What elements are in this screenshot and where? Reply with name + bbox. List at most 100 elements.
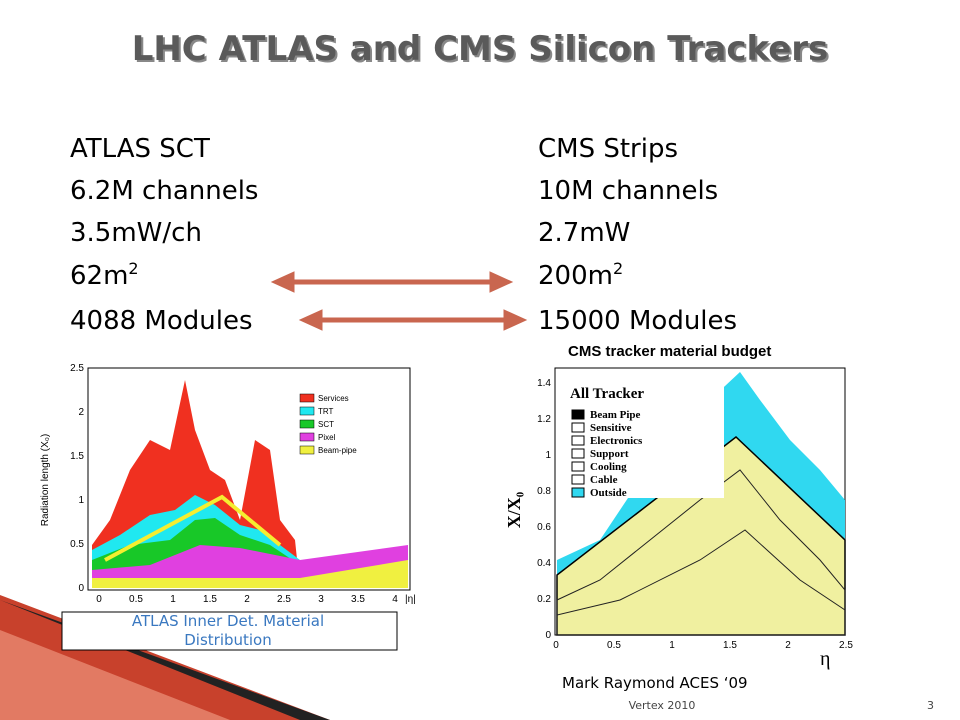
text: 10M channels (538, 176, 718, 206)
y-tick-label: 0 (78, 583, 84, 594)
legend-label: Outside (590, 487, 627, 499)
y-tick-label: 0.8 (537, 486, 551, 497)
legend-label: SCT (318, 420, 334, 429)
text: 4088 Modules (70, 306, 253, 336)
x-tick-label: 1 (669, 640, 675, 651)
y-tick-label: 1 (78, 495, 84, 506)
x-tick-label: 4 (392, 594, 398, 605)
x-tick-label: 2.5 (277, 594, 291, 605)
legend-swatch (571, 487, 585, 498)
arrows (270, 271, 528, 331)
superscript: 2 (613, 259, 623, 278)
x-tick-label: 1 (170, 594, 176, 605)
legend-swatch (571, 409, 585, 420)
x-tick-label: 2 (785, 640, 791, 651)
x-tick-label: 0.5 (129, 594, 143, 605)
bullet-text: 4088 Modules (70, 306, 253, 336)
bullet-text: 2.7mW (538, 218, 630, 248)
y-tick-label: 1.5 (70, 451, 84, 462)
legend-label: TRT (318, 407, 334, 416)
y-tick-label: 0.5 (70, 539, 84, 550)
text: 2.7mW (538, 218, 630, 248)
legend-label: Beam Pipe (590, 409, 641, 421)
legend-swatch (571, 474, 585, 485)
legend-label: Services (318, 394, 349, 403)
legend-swatch (571, 422, 585, 433)
trend-line (104, 494, 282, 562)
area (556, 529, 846, 636)
legend-box (564, 378, 724, 498)
panel-label: All Tracker (570, 386, 644, 402)
title-shadow: LHC ATLAS and CMS Silicon Trackers (134, 31, 831, 71)
plot-axes (87, 367, 411, 591)
x-label: η (820, 648, 830, 670)
legend-swatch (299, 432, 315, 442)
y-tick-label: 0.4 (537, 558, 551, 569)
y-tick-label: 0.6 (537, 522, 551, 533)
arrow-head (270, 271, 295, 293)
plot-title: CMS tracker material budget (568, 343, 771, 360)
bullet-text: 3.5mW/ch (70, 218, 202, 248)
legend-label: Support (590, 448, 629, 460)
legend-swatch (299, 419, 315, 429)
x-tick-label: 0.5 (607, 640, 621, 651)
legend-swatch (571, 435, 585, 446)
text: ATLAS SCT (70, 134, 210, 164)
caption: ATLAS Inner Det. Material (132, 612, 324, 630)
x-tick-label: 3.5 (351, 594, 365, 605)
page-number: 3 (927, 699, 934, 712)
x-tick-label: 2.5 (839, 640, 853, 651)
text: 200m (538, 261, 613, 291)
area (556, 469, 846, 636)
y-tick-label: 2.5 (70, 363, 84, 374)
y-tick-label: 2 (78, 407, 84, 418)
arrow-head (489, 271, 514, 293)
x-tick-label: 3 (318, 594, 324, 605)
arrow-head (503, 309, 528, 331)
text: 6.2M channels (70, 176, 258, 206)
y-label: X/X₀ (504, 492, 524, 528)
legend-label: Cable (590, 474, 618, 486)
caption: Distribution (184, 631, 272, 649)
y-label: Radiation length (X₀) (40, 434, 51, 527)
legend-label: Electronics (590, 435, 643, 447)
bullet-text: 15000 Modules (538, 306, 737, 336)
bullet-text: CMS Strips (538, 134, 678, 164)
x-label: |η| (405, 594, 416, 605)
text: 15000 Modules (538, 306, 737, 336)
y-tick-label: 1 (545, 450, 551, 461)
legend-swatch (571, 448, 585, 459)
credit: Mark Raymond ACES ‘09 (562, 674, 748, 692)
event: Vertex 2010 (629, 699, 696, 712)
x-tick-label: 0 (96, 594, 102, 605)
legend-swatch (571, 461, 585, 472)
x-tick-label: 1.5 (723, 640, 737, 651)
bullet-text: ATLAS SCT (70, 134, 210, 164)
decoration (0, 630, 230, 720)
y-tick-label: 1.2 (537, 414, 551, 425)
text: 3.5mW/ch (70, 218, 202, 248)
legend-label: Beam-pipe (318, 446, 357, 455)
cms-plot: CMS tracker material budget All Tracker … (504, 343, 846, 670)
y-tick-label: 0 (545, 630, 551, 641)
x-tick-label: 2 (244, 594, 250, 605)
legend-label: Pixel (318, 433, 336, 442)
bullet-text: 6.2M channels (70, 176, 258, 206)
legend-swatch (299, 445, 315, 455)
y-tick-label: 1.4 (537, 378, 551, 389)
text: 62m (70, 261, 128, 291)
legend-label: Cooling (590, 461, 627, 473)
atlas-plot: Radiation length (X₀) |η| Services TRT SCT… (40, 358, 416, 651)
y-tick-label: 0.2 (537, 594, 551, 605)
x-tick-label: 1.5 (203, 594, 217, 605)
x-tick-label: 0 (553, 640, 559, 651)
arrow-head (298, 309, 323, 331)
title: LHC ATLAS and CMS Silicon Trackers (132, 29, 829, 69)
legend-swatch (299, 406, 315, 416)
text: CMS Strips (538, 134, 678, 164)
legend-label: Sensitive (590, 422, 632, 434)
legend-swatch (299, 393, 315, 403)
bullet-text: 200m2 (538, 259, 623, 291)
caption-box (61, 611, 398, 651)
